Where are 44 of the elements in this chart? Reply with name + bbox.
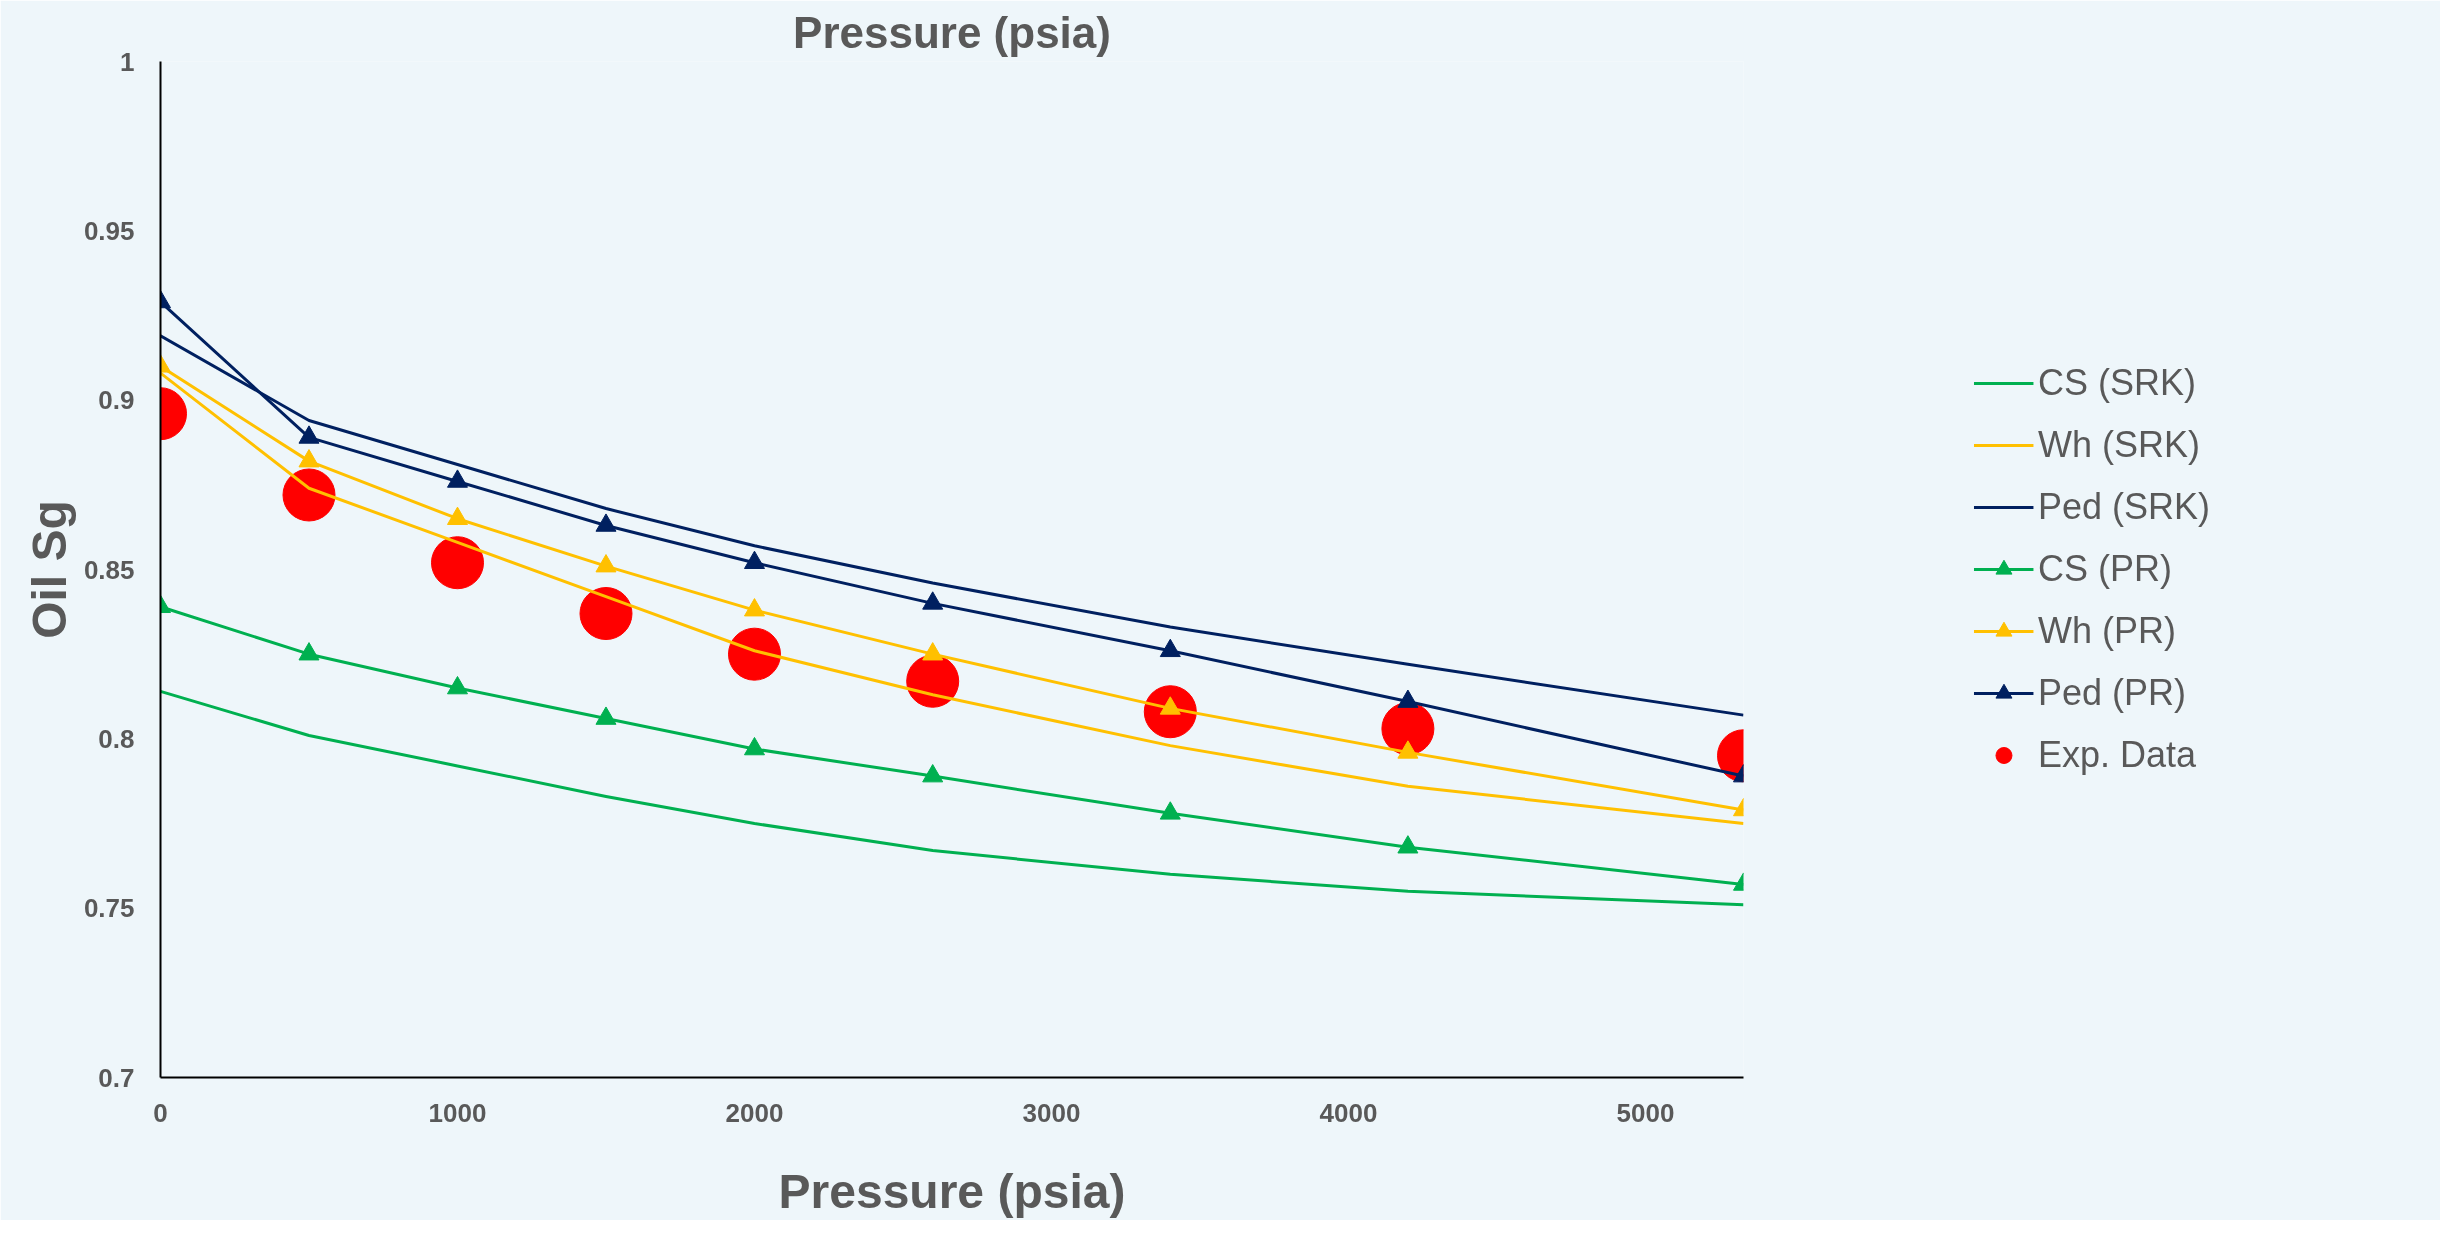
x-tick-label: 0: [153, 1097, 168, 1128]
legend-label: Ped (SRK): [2037, 486, 2211, 528]
point: [1397, 740, 1419, 759]
y-tick-label: 0.85: [83, 554, 135, 585]
point: [922, 642, 944, 661]
legend-label: Ped (PR): [2037, 672, 2187, 714]
point: [447, 506, 468, 525]
point: [744, 598, 765, 617]
legend-label: CS (PR): [2037, 548, 2172, 590]
y-tick-label: 0.7: [98, 1062, 135, 1093]
line-series: [160, 689, 1744, 907]
y-tick-label: 0.9: [98, 385, 135, 416]
x-tick-label: 5000: [1616, 1097, 1675, 1128]
point: [922, 764, 944, 783]
y-tick-label: 0.95: [83, 215, 135, 246]
point: [744, 550, 765, 569]
x-axis-title: Pressure (psia): [778, 1164, 1126, 1218]
y-tick-label: 0.75: [83, 893, 135, 924]
point: [922, 591, 944, 610]
legend-label: CS (SRK): [2037, 362, 2196, 404]
point: [1159, 801, 1181, 820]
point: [1397, 835, 1419, 854]
chart-title: Pressure (psia): [793, 7, 1111, 57]
point: [1397, 689, 1419, 708]
y-tick-label: 1: [120, 46, 135, 77]
x-tick-label: 4000: [1319, 1097, 1378, 1128]
point: [595, 513, 617, 532]
x-tick-label: 1000: [428, 1097, 487, 1128]
point: [447, 675, 468, 695]
point: [298, 642, 320, 661]
legend-label: Wh (PR): [2037, 610, 2176, 652]
legend-label: Exp. Data: [2037, 734, 2197, 776]
y-axis-title: Oil Sg: [22, 500, 76, 639]
legend-label: Wh (SRK): [2037, 424, 2200, 466]
point: [298, 425, 320, 444]
point: [1159, 638, 1181, 658]
x-tick-label: 3000: [1022, 1097, 1081, 1128]
x-tick-label: 2000: [725, 1097, 784, 1128]
point: [298, 449, 320, 468]
point: [595, 554, 617, 573]
point: [744, 736, 765, 756]
point: [447, 469, 468, 488]
y-tick-label: 0.8: [98, 723, 135, 754]
point: [595, 706, 617, 725]
